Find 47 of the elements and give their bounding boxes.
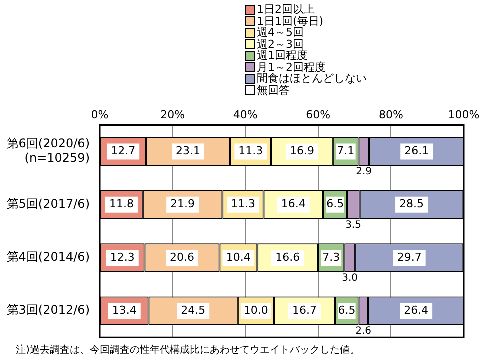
- text: 注)過去調査は、今回調査の性年代構成比にあわせてウエイトバックした値。: [16, 344, 360, 357]
- data-label: 26.1: [404, 144, 430, 158]
- data-label: 26.4: [404, 304, 429, 317]
- data-label: 24.5: [181, 304, 206, 317]
- data-label: 23.1: [176, 144, 201, 158]
- legend-label: 週4～5回: [257, 26, 304, 39]
- data-label: 7.1: [337, 144, 355, 158]
- y-tick-label: 第6回(2020/6) (n=10259): [6, 136, 90, 166]
- data-label: 13.4: [112, 304, 137, 317]
- data-label: 16.9: [290, 144, 314, 158]
- data-label: 2.9: [356, 166, 372, 178]
- x-tick-label: 60%: [306, 108, 331, 122]
- data-label: 12.3: [110, 250, 135, 264]
- legend-label: 1日1回(毎日): [257, 14, 324, 28]
- data-label: 21.9: [170, 198, 196, 211]
- data-label: 10.4: [226, 250, 251, 264]
- data-label: 6.5: [326, 198, 344, 211]
- data-label: 12.7: [111, 144, 136, 158]
- legend-label: 間食はほとんどしない: [257, 72, 367, 85]
- x-tick-label: 80%: [378, 108, 404, 122]
- legend-label: 週1回程度: [257, 49, 308, 62]
- legend-label: 月1～2回程度: [257, 60, 326, 74]
- data-label: 16.4: [281, 198, 306, 211]
- data-label: 2.6: [356, 326, 372, 337]
- y-tick-label: 第5回(2017/6): [6, 196, 90, 211]
- y-tick-label: 第3回(2012/6): [6, 303, 90, 318]
- data-label: 11.3: [238, 144, 264, 158]
- data-label: 7.3: [322, 250, 340, 264]
- data-label: 3.5: [346, 220, 362, 231]
- data-label: 10.0: [244, 304, 268, 317]
- data-label: 20.6: [170, 250, 195, 264]
- data-label: 3.0: [342, 272, 358, 284]
- data-label: 28.5: [400, 198, 424, 211]
- legend-label: 無回答: [257, 84, 290, 96]
- x-tick-label: 20%: [160, 108, 186, 122]
- x-tick-label: 100%: [448, 108, 480, 122]
- y-tick-label: 第4回(2014/6): [6, 250, 90, 264]
- legend-label: 1日2回以上: [257, 3, 315, 16]
- data-label: 16.6: [276, 250, 300, 264]
- x-tick-label: 40%: [233, 108, 258, 122]
- data-label: 16.7: [292, 304, 317, 317]
- x-tick-label: 0%: [91, 108, 109, 122]
- data-label: 11.8: [109, 198, 134, 211]
- data-label: 29.7: [397, 250, 422, 264]
- data-label: 11.3: [230, 198, 256, 211]
- data-label: 6.5: [338, 304, 356, 317]
- legend-label: 週2～3回: [257, 38, 304, 50]
